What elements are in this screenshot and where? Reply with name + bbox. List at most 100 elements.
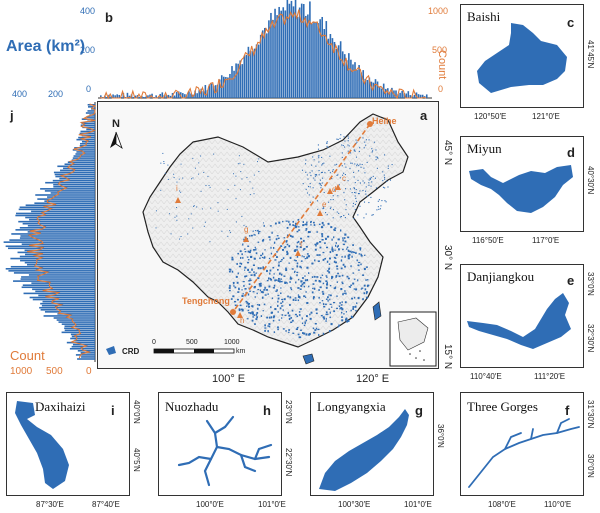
site-e: e [322,200,327,209]
panel-a-map: a N CRD 0 500 1000 km Heihe Tengchong c … [97,101,439,369]
tengchong-label: Tengchong [182,296,230,306]
inset-h-nuozhadu: Nuozhadu h [158,392,282,496]
scale-unit: km [236,348,246,355]
inset-f-ytick-1: 30°0′N [586,454,595,478]
inset-g-letter: g [415,403,423,418]
histogram-b [98,0,432,100]
panel-j: j Count 1000 500 0 [0,100,97,385]
inset-e-xtick-1: 111°20′E [534,372,566,381]
inset-i-xtick-0: 87°30′E [36,500,64,509]
scale-1000: 1000 [224,339,240,346]
legend-crd-swatch [106,346,116,355]
inset-f-name: Three Gorges [467,399,538,414]
site-f: f [300,240,303,249]
inset-d-letter: d [567,145,575,160]
inset-e-ytick-0: 33°0′N [586,272,595,296]
longyangxia-reservoir [319,409,409,491]
count-axis-label-right: Count [436,50,448,80]
inset-c-ytick: 41°45′N [586,40,595,69]
inset-h-letter: h [263,403,271,418]
site-g: g [244,225,249,234]
panel-j-letter: j [10,108,14,123]
inset-i-daxihaizi: Daxihaizi i [6,392,130,496]
lat-30: 30° N [442,245,453,271]
china-map [98,102,438,368]
inset-d-ytick: 40°30′N [586,166,595,195]
inset-g-name: Longyangxia [317,399,386,414]
area-axis-label: Area (km²) [6,38,86,55]
inset-e-danjiangkou: Danjiangkou e [460,264,584,368]
inset-i-letter: i [111,403,115,418]
inset-g-longyangxia: Longyangxia g [310,392,434,496]
histogram-j [3,102,97,362]
inset-e-xtick-0: 110°40′E [470,372,502,381]
count-axis-label-left: Count [10,348,45,363]
left-tick-200: 200 [80,45,96,55]
j-tick-1000: 1000 [10,366,33,377]
legend-crd-label: CRD [122,347,140,356]
inset-g-ytick: 36°0′N [436,424,445,448]
inset-f-xtick-1: 110°0′E [544,500,572,509]
site-h: h [240,316,245,325]
hainan-island [302,353,315,365]
lon-120: 120° E [356,373,390,385]
inset-c-name: Baishi [467,9,501,24]
inset-f-xtick-0: 108°0′E [488,500,516,509]
lon-100: 100° E [212,373,246,385]
inset-f-letter: f [565,403,570,418]
right-tick-500: 500 [432,45,448,55]
panel-b: b Area (km²) Count 400 200 0 1000 500 0 … [0,0,455,101]
north-label: N [112,118,120,130]
inset-i-ytick-0: 40°0′N [132,400,141,424]
inset-e-ytick-1: 32°30′N [586,324,595,353]
inset-h-xtick-0: 100°0′E [196,500,224,509]
scale-500: 500 [186,339,198,346]
left-tick-400: 400 [80,6,96,16]
left-tick-0: 0 [86,84,92,94]
inset-h-ytick-0: 23°0′N [284,400,293,424]
three-gorges-reservoir [468,418,580,488]
heihe-label: Heihe [372,116,397,126]
site-c: c [342,174,346,183]
lat-15: 15° N [442,344,453,370]
inset-d-xtick-0: 116°50′E [472,236,504,245]
inset-h-name: Nuozhadu [165,399,219,414]
north-arrow [110,131,123,150]
inset-c-xtick-1: 121°0′E [532,112,560,121]
inset-e-name: Danjiangkou [467,269,535,284]
inset-h-xtick-1: 101°0′E [258,500,286,509]
inset-d-name: Miyun [467,141,502,156]
site-markers [175,184,341,318]
site-d: d [332,185,337,194]
j-tick-500: 500 [46,366,63,377]
j-tick-0: 0 [86,366,92,377]
inset-c-baishi: Baishi c [460,4,584,108]
scale-0: 0 [152,339,156,346]
site-i: i [176,184,178,193]
taiwan-island [372,301,382,321]
miyun-reservoir [469,165,573,213]
baishi-reservoir [477,23,567,93]
right-tick-1000: 1000 [428,6,449,16]
inset-i-ytick-1: 40°5′N [132,448,141,472]
inset-g-xtick-1: 101°0′E [404,500,432,509]
inset-f-ytick-0: 31°30′N [586,400,595,429]
inset-e-letter: e [567,273,575,288]
inset-f-three-gorges: Three Gorges f [460,392,584,496]
inset-h-ytick-1: 22°30′N [284,448,293,477]
inset-i-name: Daxihaizi [35,399,86,414]
daxihaizi-reservoir [15,401,69,489]
inset-c-letter: c [567,15,575,30]
heihe-tengchong-line [232,123,371,313]
danjiangkou-reservoir [467,293,571,349]
bottom-tick-200: 200 [48,89,64,99]
nuozhadu-reservoir [177,415,273,487]
panel-b-letter: b [105,10,113,25]
bottom-tick-400: 400 [12,89,28,99]
right-tick-0: 0 [438,84,444,94]
inset-d-xtick-1: 117°0′E [532,236,560,245]
inset-g-xtick-0: 100°30′E [338,500,371,509]
inset-c-xtick-0: 120°50′E [474,112,507,121]
inset-i-xtick-1: 87°40′E [92,500,120,509]
inset-d-miyun: Miyun d [460,136,584,232]
